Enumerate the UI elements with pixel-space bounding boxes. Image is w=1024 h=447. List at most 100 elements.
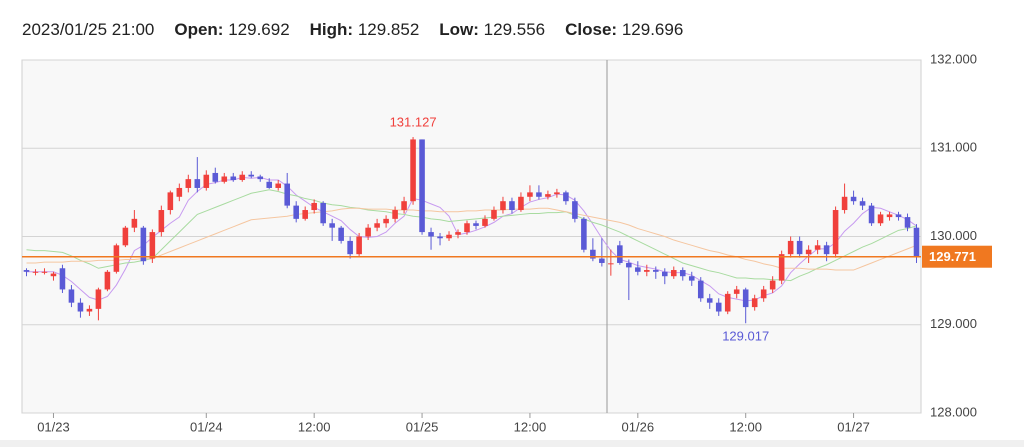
candle-body <box>68 289 75 303</box>
candle-body <box>428 232 434 237</box>
candle-body <box>868 205 875 224</box>
candle-body <box>769 280 776 290</box>
candle-body <box>383 218 389 224</box>
candle-body <box>248 174 255 177</box>
candle-body <box>491 210 497 219</box>
candle-body <box>688 276 695 281</box>
candle-body <box>778 254 785 281</box>
x-tick-label: 12:00 <box>298 419 331 434</box>
candle-body <box>221 176 228 182</box>
candle-body <box>500 201 506 211</box>
candle-body <box>599 258 605 263</box>
y-tick-label: 132.000 <box>930 51 977 66</box>
candle-body <box>176 187 183 197</box>
candle-body <box>473 223 479 226</box>
moving-average <box>26 207 917 271</box>
candle-body <box>644 270 650 272</box>
candle-body <box>679 270 686 277</box>
candle-body <box>518 196 524 211</box>
candle-body <box>670 270 677 277</box>
moving-average <box>26 189 917 282</box>
candle-body <box>347 240 353 255</box>
candle-body <box>482 218 488 226</box>
field-label: Open: <box>174 20 224 39</box>
candle-body <box>697 280 704 299</box>
candle-body <box>194 179 201 188</box>
candle-body <box>230 176 237 181</box>
candle-body <box>275 183 282 188</box>
candle-body <box>392 210 398 219</box>
candle-body <box>895 214 902 218</box>
y-tick-label: 131.000 <box>930 140 977 155</box>
candle-body <box>50 273 57 277</box>
field-value: 129.556 <box>483 20 546 39</box>
candle-body <box>527 192 533 197</box>
y-tick-label: 130.000 <box>930 228 977 243</box>
field-value: 129.692 <box>228 20 290 39</box>
candle-body <box>608 263 614 265</box>
field-label: High: <box>309 20 354 39</box>
candle-body <box>715 302 722 312</box>
candle-body <box>850 196 857 202</box>
candle-body <box>320 202 326 224</box>
x-tick-label: 12:00 <box>729 419 762 434</box>
field-value: 129.696 <box>621 20 684 39</box>
candle-body <box>293 205 299 219</box>
candle-body <box>41 271 48 273</box>
candle-body <box>419 139 425 233</box>
candle-body <box>653 270 659 272</box>
candle-body <box>95 289 102 309</box>
candle-body <box>742 289 749 308</box>
candle-body <box>140 227 147 262</box>
candle-body <box>284 183 290 206</box>
high-field: High: 129.852 <box>310 20 420 44</box>
candle-body <box>167 192 174 211</box>
candle-body <box>401 201 407 211</box>
candle-body <box>239 174 246 181</box>
candle-body <box>203 174 210 188</box>
candle-body <box>446 234 452 239</box>
candle-body <box>311 202 317 211</box>
current-price-label: 129.771 <box>929 249 976 264</box>
bottom-band <box>0 440 1024 447</box>
candle-body <box>131 218 138 228</box>
candle-body <box>59 268 66 290</box>
candle-body <box>724 293 731 312</box>
candle-body <box>464 223 470 233</box>
candle-body <box>787 240 794 255</box>
candle-body <box>104 271 111 290</box>
field-value: 129.852 <box>357 20 420 39</box>
candle-body <box>796 240 803 255</box>
candle-body <box>113 245 120 272</box>
candle-body <box>751 298 758 308</box>
candle-body <box>661 271 668 277</box>
low-field: Low: 129.556 <box>439 20 545 44</box>
candle-body <box>572 201 578 219</box>
candle-body <box>509 201 515 211</box>
candle-body <box>913 227 920 257</box>
candle-body <box>185 179 192 188</box>
candle-body <box>536 192 542 197</box>
candle-body <box>149 232 156 259</box>
candle-body <box>158 210 165 233</box>
candle-body <box>122 227 129 246</box>
candle-body <box>266 181 273 188</box>
field-label: Low: <box>439 20 479 39</box>
candle-body <box>814 245 821 250</box>
candle-body <box>823 245 830 255</box>
candle-body <box>302 210 308 219</box>
candle-body <box>760 289 767 299</box>
candle-body <box>617 245 623 263</box>
max-label: 131.127 <box>390 114 437 129</box>
x-tick-label: 12:00 <box>514 419 547 434</box>
moving-average <box>26 176 917 302</box>
min-label: 129.017 <box>722 329 769 344</box>
candle-body <box>733 289 740 294</box>
y-tick-label: 129.000 <box>930 316 977 331</box>
grid <box>22 59 921 414</box>
candle-body <box>877 214 884 224</box>
candle-body <box>805 249 812 255</box>
candle-body <box>338 227 344 241</box>
